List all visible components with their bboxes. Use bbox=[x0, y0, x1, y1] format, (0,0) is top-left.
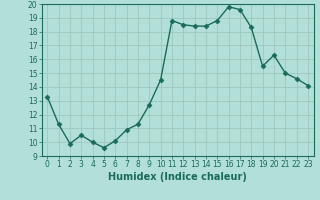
X-axis label: Humidex (Indice chaleur): Humidex (Indice chaleur) bbox=[108, 172, 247, 182]
